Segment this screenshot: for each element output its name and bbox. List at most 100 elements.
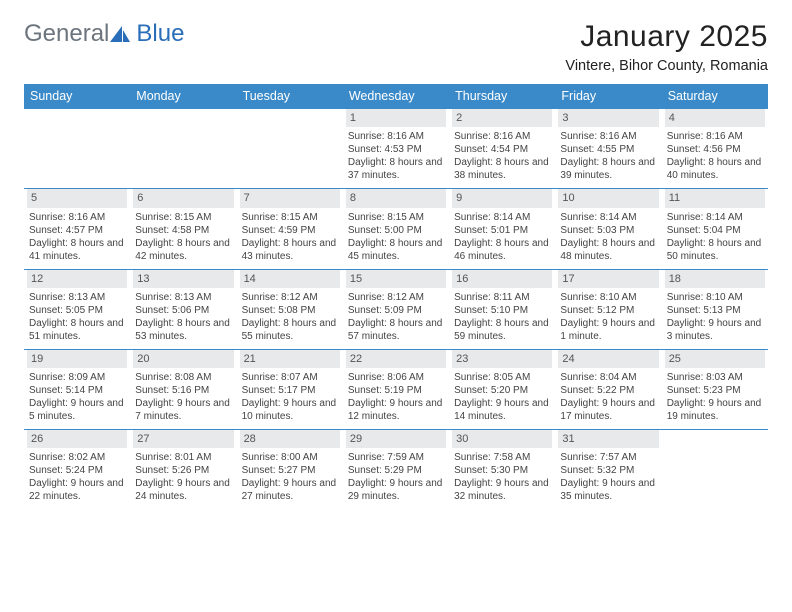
day-details: Sunrise: 8:02 AMSunset: 5:24 PMDaylight:… <box>27 451 127 503</box>
sunset-text: Sunset: 4:58 PM <box>135 224 231 237</box>
day-number: 13 <box>133 270 233 288</box>
day-number: 28 <box>240 430 340 448</box>
day-number: 10 <box>558 189 658 207</box>
calendar-day-cell: 13Sunrise: 8:13 AMSunset: 5:06 PMDayligh… <box>130 269 236 349</box>
daylight-text: Daylight: 9 hours and 7 minutes. <box>135 397 231 423</box>
day-details: Sunrise: 8:03 AMSunset: 5:23 PMDaylight:… <box>665 371 765 423</box>
sunset-text: Sunset: 5:05 PM <box>29 304 125 317</box>
day-header: Sunday <box>24 84 130 109</box>
calendar-header-row: SundayMondayTuesdayWednesdayThursdayFrid… <box>24 84 768 109</box>
day-details: Sunrise: 8:12 AMSunset: 5:09 PMDaylight:… <box>346 291 446 343</box>
sunset-text: Sunset: 5:09 PM <box>348 304 444 317</box>
day-number: 18 <box>665 270 765 288</box>
day-number: 30 <box>452 430 552 448</box>
day-details: Sunrise: 8:10 AMSunset: 5:13 PMDaylight:… <box>665 291 765 343</box>
sunset-text: Sunset: 5:32 PM <box>560 464 656 477</box>
calendar-day-cell: 12Sunrise: 8:13 AMSunset: 5:05 PMDayligh… <box>24 269 130 349</box>
sunrise-text: Sunrise: 8:16 AM <box>560 130 656 143</box>
day-number: 16 <box>452 270 552 288</box>
location-text: Vintere, Bihor County, Romania <box>565 58 768 74</box>
sunrise-text: Sunrise: 8:01 AM <box>135 451 231 464</box>
daylight-text: Daylight: 9 hours and 27 minutes. <box>242 477 338 503</box>
day-number: 24 <box>558 350 658 368</box>
sunrise-text: Sunrise: 8:16 AM <box>348 130 444 143</box>
day-number: 3 <box>558 109 658 127</box>
day-number: 1 <box>346 109 446 127</box>
sunrise-text: Sunrise: 8:11 AM <box>454 291 550 304</box>
calendar-day-cell: 14Sunrise: 8:12 AMSunset: 5:08 PMDayligh… <box>237 269 343 349</box>
sunrise-text: Sunrise: 7:57 AM <box>560 451 656 464</box>
sunrise-text: Sunrise: 8:14 AM <box>560 211 656 224</box>
sunrise-text: Sunrise: 8:07 AM <box>242 371 338 384</box>
calendar-day-cell: .. <box>237 109 343 189</box>
day-details: Sunrise: 8:15 AMSunset: 4:58 PMDaylight:… <box>133 211 233 263</box>
daylight-text: Daylight: 9 hours and 5 minutes. <box>29 397 125 423</box>
sunset-text: Sunset: 5:27 PM <box>242 464 338 477</box>
calendar-day-cell: 1 Sunrise: 8:16 AMSunset: 4:53 PMDaylight… <box>343 109 449 189</box>
daylight-text: Daylight: 8 hours and 41 minutes. <box>29 237 125 263</box>
day-details: Sunrise: 7:57 AMSunset: 5:32 PMDaylight:… <box>558 451 658 503</box>
day-header: Thursday <box>449 84 555 109</box>
calendar-day-cell: 11Sunrise: 8:14 AMSunset: 5:04 PMDayligh… <box>662 189 768 269</box>
calendar-day-cell: 10Sunrise: 8:14 AMSunset: 5:03 PMDayligh… <box>555 189 661 269</box>
sunset-text: Sunset: 4:54 PM <box>454 143 550 156</box>
sunset-text: Sunset: 5:04 PM <box>667 224 763 237</box>
day-header: Friday <box>555 84 661 109</box>
sunrise-text: Sunrise: 8:15 AM <box>348 211 444 224</box>
day-number: 23 <box>452 350 552 368</box>
calendar-day-cell: 6Sunrise: 8:15 AMSunset: 4:58 PMDaylight… <box>130 189 236 269</box>
daylight-text: Daylight: 9 hours and 14 minutes. <box>454 397 550 423</box>
sunrise-text: Sunrise: 8:10 AM <box>560 291 656 304</box>
day-number: 27 <box>133 430 233 448</box>
page-title: January 2025 <box>565 20 768 54</box>
calendar-day-cell: 7Sunrise: 8:15 AMSunset: 4:59 PMDaylight… <box>237 189 343 269</box>
calendar-day-cell: .. <box>130 109 236 189</box>
day-details: Sunrise: 8:08 AMSunset: 5:16 PMDaylight:… <box>133 371 233 423</box>
daylight-text: Daylight: 8 hours and 37 minutes. <box>348 156 444 182</box>
sunset-text: Sunset: 5:20 PM <box>454 384 550 397</box>
sunrise-text: Sunrise: 8:12 AM <box>242 291 338 304</box>
day-details: Sunrise: 8:09 AMSunset: 5:14 PMDaylight:… <box>27 371 127 423</box>
sunrise-text: Sunrise: 8:00 AM <box>242 451 338 464</box>
daylight-text: Daylight: 8 hours and 39 minutes. <box>560 156 656 182</box>
calendar-week-row: 19Sunrise: 8:09 AMSunset: 5:14 PMDayligh… <box>24 349 768 429</box>
calendar-day-cell: 3 Sunrise: 8:16 AMSunset: 4:55 PMDaylight… <box>555 109 661 189</box>
sunset-text: Sunset: 5:14 PM <box>29 384 125 397</box>
day-header: Wednesday <box>343 84 449 109</box>
day-number: 20 <box>133 350 233 368</box>
day-details: Sunrise: 8:13 AMSunset: 5:05 PMDaylight:… <box>27 291 127 343</box>
day-header: Tuesday <box>237 84 343 109</box>
daylight-text: Daylight: 8 hours and 57 minutes. <box>348 317 444 343</box>
day-details: Sunrise: 7:58 AMSunset: 5:30 PMDaylight:… <box>452 451 552 503</box>
sunset-text: Sunset: 5:23 PM <box>667 384 763 397</box>
calendar-day-cell: 19Sunrise: 8:09 AMSunset: 5:14 PMDayligh… <box>24 349 130 429</box>
daylight-text: Daylight: 8 hours and 46 minutes. <box>454 237 550 263</box>
day-number: 4 <box>665 109 765 127</box>
day-details: Sunrise: 8:16 AMSunset: 4:55 PMDaylight:… <box>558 130 658 182</box>
sunrise-text: Sunrise: 8:15 AM <box>135 211 231 224</box>
daylight-text: Daylight: 9 hours and 29 minutes. <box>348 477 444 503</box>
day-details: Sunrise: 8:11 AMSunset: 5:10 PMDaylight:… <box>452 291 552 343</box>
calendar-day-cell: 17Sunrise: 8:10 AMSunset: 5:12 PMDayligh… <box>555 269 661 349</box>
daylight-text: Daylight: 8 hours and 55 minutes. <box>242 317 338 343</box>
day-number: 15 <box>346 270 446 288</box>
daylight-text: Daylight: 8 hours and 50 minutes. <box>667 237 763 263</box>
title-block: January 2025 Vintere, Bihor County, Roma… <box>565 20 768 74</box>
day-details: Sunrise: 8:14 AMSunset: 5:04 PMDaylight:… <box>665 211 765 263</box>
calendar-day-cell: 27Sunrise: 8:01 AMSunset: 5:26 PMDayligh… <box>130 430 236 510</box>
daylight-text: Daylight: 8 hours and 38 minutes. <box>454 156 550 182</box>
day-details: Sunrise: 8:15 AMSunset: 5:00 PMDaylight:… <box>346 211 446 263</box>
calendar-day-cell: 15 Sunrise: 8:12 AMSunset: 5:09 PMDayligh… <box>343 269 449 349</box>
sunrise-text: Sunrise: 8:02 AM <box>29 451 125 464</box>
calendar-body: ......1Sunrise: 8:16 AMSunset: 4:53 PMDa… <box>24 109 768 510</box>
daylight-text: Daylight: 9 hours and 1 minute. <box>560 317 656 343</box>
calendar-day-cell: 26Sunrise: 8:02 AMSunset: 5:24 PMDayligh… <box>24 430 130 510</box>
sunset-text: Sunset: 5:08 PM <box>242 304 338 317</box>
day-details: Sunrise: 8:16 AMSunset: 4:53 PMDaylight:… <box>346 130 446 182</box>
sunset-text: Sunset: 4:59 PM <box>242 224 338 237</box>
sunrise-text: Sunrise: 8:10 AM <box>667 291 763 304</box>
calendar-day-cell: 8Sunrise: 8:15 AMSunset: 5:00 PMDaylight… <box>343 189 449 269</box>
header-bar: General Blue January 2025 Vintere, Bihor… <box>24 20 768 74</box>
daylight-text: Daylight: 9 hours and 19 minutes. <box>667 397 763 423</box>
sunrise-text: Sunrise: 8:15 AM <box>242 211 338 224</box>
